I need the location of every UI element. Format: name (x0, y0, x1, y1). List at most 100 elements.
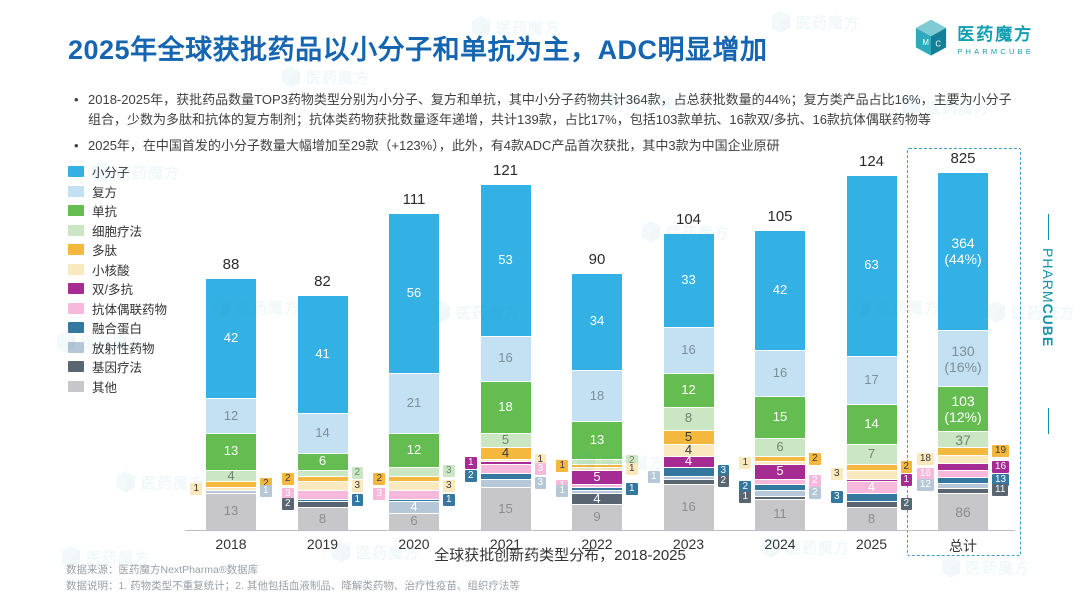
legend-label: 细胞疗法 (92, 224, 143, 239)
segment-多肽 (297, 475, 348, 482)
segment-细胞疗法 (572, 458, 622, 465)
segment-复方: 130 (16%) (938, 329, 988, 387)
segment-抗体偶联药物 (389, 489, 439, 499)
legend-label: 其他 (92, 380, 118, 395)
segment-抗体偶联药物 (755, 478, 805, 485)
segment-value-chip: 1 (626, 482, 638, 495)
segment-复方: 14 (297, 412, 348, 453)
segment-双/多抗: 5 (572, 469, 622, 485)
segment-value-chip: 1 (464, 456, 477, 469)
svg-text:C: C (936, 39, 942, 48)
bar-2021: 53 16 18 5 4 1 1 3 2 3 15 (464, 183, 547, 530)
segment-value: 4 (684, 441, 693, 457)
legend-item-小分子: 小分子 (68, 162, 167, 182)
segment-value: 17 (864, 371, 879, 387)
legend-swatch (68, 205, 84, 217)
segment-融合蛋白 (297, 498, 348, 502)
legend-swatch (68, 283, 84, 295)
segment-双/多抗: 4 (663, 453, 714, 468)
segment-value: 5 (501, 431, 510, 447)
segment-value: 86 (955, 503, 971, 520)
bar-total-label: 104 (675, 210, 702, 228)
legend-item-复方: 复方 (68, 182, 167, 202)
segment-value-chip: 13 (992, 473, 1010, 486)
segment-单抗: 6 (297, 452, 348, 470)
segment-放射性药物 (572, 489, 622, 493)
bullet-text: 2025年，在中国首发的小分子数量大幅增加至29款（+123%），此外，有4款A… (88, 138, 780, 154)
segment-value: 364 (44%) (944, 235, 982, 268)
segment-多肽 (938, 447, 988, 456)
legend-swatch (68, 322, 84, 334)
segment-value-chip: 2 (373, 472, 385, 485)
segment-复方: 16 (480, 335, 531, 382)
segment-多肽 (389, 475, 439, 482)
logo-text-en: PHARMCUBE (957, 47, 1034, 56)
x-axis-label-2022: 2022 (581, 536, 613, 552)
segment-value-chip: 1 (739, 491, 751, 504)
segment-抗体偶联药物: 4 (846, 479, 897, 494)
segment-放射性药物 (663, 475, 714, 479)
segment-value: 11 (773, 506, 787, 522)
segment-细胞疗法: 7 (846, 444, 897, 465)
footer-note: 数据说明：1. 药物类型不重复统计；2. 其他包括血液制品、降解类药物、治疗性疫… (66, 580, 520, 592)
segment-小分子: 53 (480, 183, 531, 336)
cube-icon: M C (916, 19, 947, 56)
segment-value: 53 (498, 251, 513, 267)
segment-细胞疗法: 4 (206, 468, 256, 483)
segment-value-chip: 3 (830, 468, 843, 481)
legend-item-融合蛋白: 融合蛋白 (68, 318, 167, 338)
segment-单抗: 13 (206, 432, 256, 470)
segment-value-chip: 2 (809, 486, 821, 499)
segment-小核酸 (480, 458, 531, 462)
segment-小分子: 364 (44%) (938, 171, 988, 330)
legend-label: 基因疗法 (92, 361, 143, 376)
segment-value: 33 (681, 271, 696, 287)
segment-多肽 (755, 455, 805, 462)
segment-value: 16 (498, 350, 513, 366)
segment-基因疗法: 4 (572, 491, 622, 506)
segment-value-chip: 1 (556, 485, 568, 498)
bar-total-label: 121 (492, 161, 519, 179)
legend-item-基因疗法: 基因疗法 (68, 357, 167, 377)
legend-label: 双/多抗 (92, 283, 133, 298)
logo-text: 医药魔方 PHARMCUBE (957, 20, 1034, 56)
segment-融合蛋白 (663, 467, 714, 476)
segment-复方: 21 (389, 372, 439, 433)
legend-swatch (68, 380, 84, 392)
segment-value-chip: 1 (900, 473, 913, 486)
segment-value: 41 (315, 346, 330, 362)
segment-小核酸 (846, 469, 897, 479)
bar-总计: 364 (44%) 130 (16%) 103 (12%) 37 19 18 16 16 13 1… (916, 171, 1010, 530)
watermark: 医药魔方 (940, 555, 1030, 579)
segment-多肽 (846, 464, 897, 470)
segment-value: 13 (223, 503, 239, 519)
bar-2020: 56 21 12 3 2 3 3 1 4 6 (373, 212, 455, 530)
bar-2025: 63 17 14 7 2 3 1 4 3 2 8 (830, 175, 913, 530)
segment-value: 12 (681, 381, 696, 397)
segment-value: 5 (593, 469, 601, 485)
segment-value: 63 (864, 257, 879, 273)
segment-多肽 (206, 481, 256, 488)
segment-细胞疗法: 8 (663, 407, 714, 430)
bullet-item: • 2025年，在中国首发的小分子数量大幅增加至29款（+123%），此外，有4… (74, 136, 1014, 156)
page-title: 2025年全球获批药品以小分子和单抗为主，ADC明显增加 (68, 35, 768, 65)
segment-双/多抗: 5 (755, 463, 805, 479)
segment-小核酸 (206, 487, 256, 490)
segment-value: 130 (16%) (944, 342, 982, 375)
legend-label: 小核酸 (92, 263, 130, 278)
segment-小分子: 63 (846, 175, 897, 356)
segment-value-chip: 3 (443, 465, 455, 478)
segment-单抗: 14 (846, 404, 897, 445)
segment-value: 12 (223, 407, 239, 423)
segment-value: 8 (684, 410, 693, 426)
segment-value-chip: 2 (717, 475, 730, 488)
segment-双/多抗 (846, 478, 897, 482)
segment-融合蛋白 (938, 477, 988, 483)
bar-total-label: 825 (950, 149, 976, 167)
segment-value-chip: 3 (373, 488, 385, 501)
bar-total-label: 124 (858, 153, 885, 171)
segment-value-chip: 3 (351, 479, 364, 492)
bar-total-label: 105 (767, 207, 793, 225)
segment-value-chip: 3 (534, 462, 547, 475)
segment-放射性药物 (938, 482, 988, 488)
